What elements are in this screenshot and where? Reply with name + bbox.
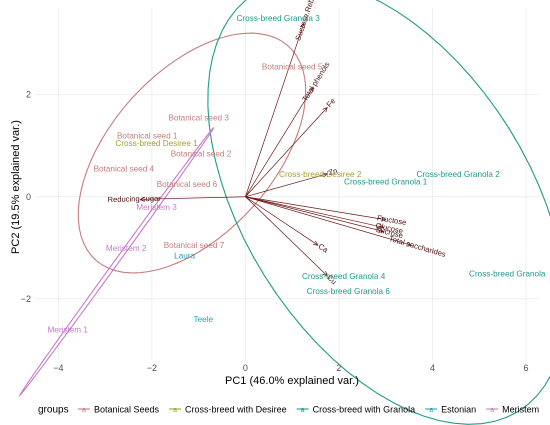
sample-label: Meristem 2 — [106, 244, 147, 253]
loading-arrowhead — [322, 172, 329, 178]
loading-arrowhead — [378, 223, 385, 229]
loading-arrow — [245, 196, 412, 246]
sample-label: Cross-breed Granola 6 — [307, 287, 391, 296]
legend-item: a Meristem — [486, 405, 539, 415]
ellipse-cross-breed-with-granola — [207, 0, 550, 425]
loading-arrowhead — [322, 106, 328, 113]
loading-arrow — [140, 196, 246, 200]
x-tick-label: −2 — [147, 363, 157, 373]
x-tick-label: 4 — [430, 363, 435, 373]
sample-label: Cross-breed Desiree 2 — [279, 170, 362, 179]
sample-labels: Cross-breed Granola 3 Botanical seed 5 Bot… — [47, 14, 545, 334]
x-tick-label: 6 — [523, 363, 528, 373]
loading-arrowhead — [378, 227, 385, 233]
loading-arrowhead — [380, 216, 387, 222]
loading-arrowhead — [312, 240, 319, 246]
y-tick-label: 2 — [26, 90, 31, 100]
loading-arrow — [245, 196, 386, 221]
loading-label: Reducing.sugar — [107, 194, 161, 204]
loading-arrowhead — [308, 86, 314, 93]
y-tick-label: −2 — [21, 294, 31, 304]
ellipse-meristem — [18, 127, 215, 397]
legend-label: Meristem — [502, 405, 539, 415]
x-tick-label: 2 — [336, 363, 341, 373]
loading-arrowhead — [300, 22, 305, 29]
sample-label: Cross-breed Granola 1 — [344, 177, 428, 186]
loading-arrow — [245, 196, 319, 246]
legend-label: Estonian — [441, 405, 476, 415]
loading-arrow — [245, 196, 384, 232]
sample-label: Botanical seed 7 — [164, 241, 225, 250]
legend: groups a Botanical Seeds a Cross-breed with … — [38, 405, 539, 416]
x-tick-label: 0 — [243, 363, 248, 373]
loading-arrow — [245, 173, 328, 198]
sample-label: Meristem 3 — [136, 203, 177, 212]
ellipse-botanical-seeds — [77, 32, 307, 274]
sample-label: Botanical seed 6 — [157, 180, 218, 189]
plot-panel — [35, 8, 540, 360]
loading-arrow — [245, 23, 305, 197]
sample-label: Meristem 1 — [47, 325, 88, 334]
grid — [35, 8, 540, 360]
sample-label: Botanical seed 1 — [117, 132, 178, 141]
sample-label: Laura — [174, 251, 195, 260]
loading-label: Zn — [327, 166, 338, 177]
legend-item: a Estonian — [425, 405, 476, 415]
legend-item: a Cross-breed with Granola — [296, 405, 416, 415]
sample-label: Botanical seed 4 — [94, 165, 155, 174]
x-tick-label: −4 — [53, 363, 63, 373]
sample-label: Botanical seed 3 — [168, 114, 229, 123]
loading-arrow — [245, 107, 328, 197]
y-axis-title: PC2 (19.5% explained var.) — [10, 120, 22, 254]
legend-glyph: a — [490, 407, 494, 414]
x-axis-title: PC1 (46.0% explained var.) — [225, 375, 359, 387]
y-tick-label: 0 — [26, 192, 31, 202]
group-ellipses — [18, 0, 550, 425]
loading-arrowhead — [139, 196, 145, 202]
legend-title: groups — [38, 405, 69, 416]
loading-arrow — [245, 196, 384, 228]
sample-label: Cross-breed Granola 4 — [302, 272, 386, 281]
legend-glyph: a — [301, 407, 305, 414]
legend-item: a Botanical Seeds — [78, 405, 160, 415]
loading-arrowhead — [322, 271, 328, 277]
legend-label: Cross-breed with Desiree — [185, 405, 287, 415]
sample-label: Teele — [194, 315, 214, 324]
loading-arrow — [245, 196, 328, 277]
legend-glyph: a — [82, 407, 86, 414]
sample-label: Botanical seed 5 — [262, 63, 323, 72]
legend-glyph: a — [429, 407, 433, 414]
legend-label: Botanical Seeds — [94, 405, 160, 415]
loading-arrow — [245, 86, 314, 197]
sample-label: Cross-breed Desiree 1 — [115, 139, 198, 148]
legend-label: Cross-breed with Granola — [313, 405, 416, 415]
sample-label: Cross-breed Granola — [469, 269, 546, 278]
loading-arrowhead — [406, 241, 413, 247]
legend-item: a Cross-breed with Desiree — [169, 405, 287, 415]
legend-glyph: a — [173, 407, 177, 414]
sample-label: Cross-breed Granola 2 — [417, 170, 501, 179]
sample-label: Botanical seed 2 — [171, 149, 232, 158]
sample-label: Cross-breed Granola 3 — [237, 14, 321, 23]
axes: −4 −2 0 2 4 6 −2 0 2 — [21, 90, 529, 373]
